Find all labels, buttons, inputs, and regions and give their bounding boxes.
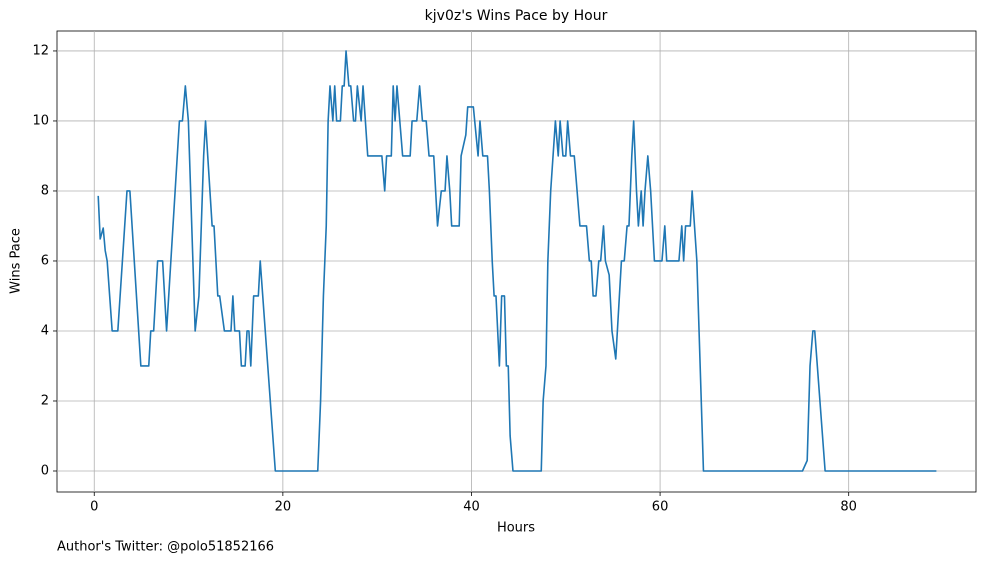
x-axis-label: Hours bbox=[497, 521, 535, 536]
y-tick-label: 2 bbox=[41, 393, 49, 408]
y-tick-label: 6 bbox=[41, 253, 49, 268]
x-tick-label: 80 bbox=[840, 500, 857, 515]
x-tick-label: 0 bbox=[90, 500, 98, 515]
chart-title: kjv0z's Wins Pace by Hour bbox=[425, 8, 608, 24]
x-tick-label: 60 bbox=[652, 500, 669, 515]
data-line bbox=[97, 50, 937, 472]
y-tick-label: 10 bbox=[32, 113, 49, 128]
x-tick-label: 20 bbox=[275, 500, 292, 515]
y-axis-label: Wins Pace bbox=[9, 228, 24, 294]
y-tick-label: 8 bbox=[41, 183, 49, 198]
footer-note: Author's Twitter: @polo51852166 bbox=[57, 540, 274, 555]
y-tick-label: 4 bbox=[41, 323, 49, 338]
y-tick-label: 12 bbox=[32, 43, 49, 58]
x-tick-label: 40 bbox=[463, 500, 480, 515]
plot-frame bbox=[56, 30, 977, 493]
y-tick-label: 0 bbox=[41, 463, 49, 478]
